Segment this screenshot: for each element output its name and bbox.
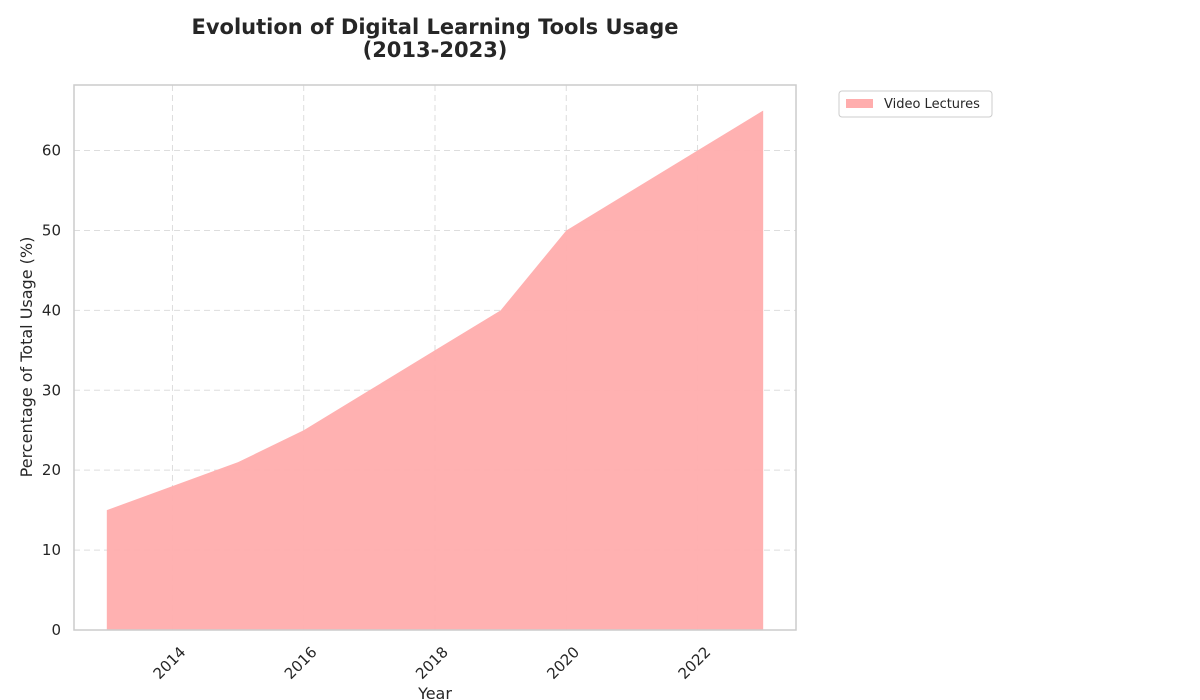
y-axis-ticks: 0 10 20 30 40 50 60 — [42, 142, 61, 639]
legend: Video Lectures — [838, 90, 993, 118]
y-axis-label: Percentage of Total Usage (%) — [17, 237, 36, 478]
y-tick-label: 40 — [42, 301, 61, 319]
y-tick-label: 60 — [42, 142, 61, 160]
x-tick-label: 2018 — [412, 643, 452, 683]
legend-label-video-lectures: Video Lectures — [884, 97, 980, 112]
x-tick-label: 2020 — [543, 643, 583, 683]
area-series-layer — [106, 110, 764, 631]
area-series-video-lectures — [106, 110, 764, 631]
y-tick-label: 10 — [42, 541, 61, 559]
chart-title-line-1: Evolution of Digital Learning Tools Usag… — [192, 15, 679, 39]
legend-swatch-video-lectures — [846, 99, 873, 108]
legend-box — [838, 90, 993, 118]
x-tick-label: 2022 — [675, 643, 715, 683]
x-axis-ticks: 2014 2016 2018 2020 2022 — [150, 643, 715, 683]
y-tick-label: 0 — [51, 621, 61, 639]
x-axis-label: Year — [417, 684, 452, 700]
y-tick-label: 50 — [42, 221, 61, 239]
y-tick-label: 30 — [42, 381, 61, 399]
plot-area: 2014 2016 2018 2020 2022 0 10 20 30 40 50 60 — [42, 84, 797, 683]
chart-title-line-2: (2013-2023) — [363, 38, 508, 62]
y-tick-label: 20 — [42, 461, 61, 479]
x-tick-label: 2016 — [281, 643, 321, 683]
plot-frame — [73, 84, 797, 631]
x-tick-label: 2014 — [150, 643, 190, 683]
